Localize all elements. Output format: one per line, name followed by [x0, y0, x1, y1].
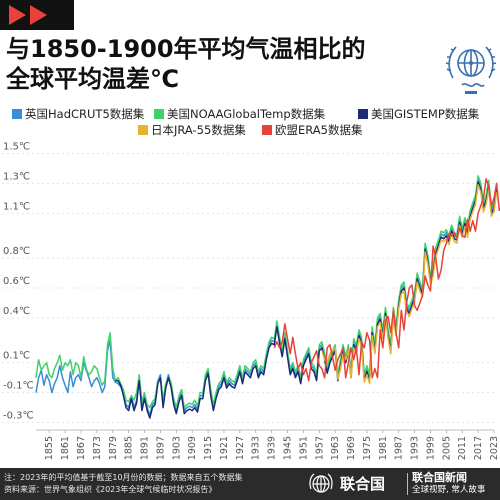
x-tick-label: 1879 — [108, 436, 119, 460]
legend-swatch-hadcrut5 — [12, 109, 22, 119]
x-tick-label: 1993 — [410, 436, 421, 460]
footer-note: 注：2023年的平均值基于截至10月份的数据；数据来自五个数据集 — [4, 473, 243, 482]
x-tick-label: 2017 — [473, 436, 484, 460]
x-tick-label: 2005 — [441, 436, 452, 460]
legend-label-noaaglobaltemp: 美国NOAAGlobalTemp数据集 — [167, 107, 326, 121]
x-tick-label: 1999 — [425, 436, 436, 460]
chart-gridlines — [2, 153, 494, 423]
chart-title: 与1850-1900年平均气温相比的 全球平均温差℃ — [6, 34, 426, 94]
x-tick-label: 1921 — [219, 436, 230, 460]
x-tick-label: 1957 — [314, 436, 325, 460]
series-line-noaaglobaltemp — [35, 175, 498, 409]
x-axis: 1855 1861 1867 1873 1879 1885 1891 1897 1903 1909… — [36, 429, 500, 460]
x-tick-label: 1909 — [187, 436, 198, 460]
footer: 注：2023年的平均值基于截至10月份的数据；数据来自五个数据集 资料来源：世界… — [0, 468, 500, 500]
legend-label-gistemp: 美国GISTEMP数据集 — [371, 107, 480, 121]
series-line-gistemp — [115, 181, 498, 419]
legend-swatch-gistemp — [358, 109, 368, 119]
x-tick-label: 1897 — [155, 436, 166, 460]
legend-swatch-jra55 — [138, 125, 148, 135]
x-tick-label: 1981 — [378, 436, 389, 460]
x-tick-label: 1987 — [394, 436, 405, 460]
legend-swatch-noaaglobaltemp — [154, 109, 164, 119]
legend-label-jra55: 日本JRA-55数据集 — [151, 123, 246, 137]
x-tick-label: 1963 — [330, 436, 341, 460]
x-tick-label: 1903 — [171, 436, 182, 460]
legend-swatch-era5 — [262, 125, 272, 135]
x-tick-label: 1939 — [267, 436, 278, 460]
chart-series — [35, 175, 500, 419]
x-tick-label: 1855 — [44, 436, 55, 460]
y-tick-label: 0.8℃ — [3, 246, 30, 257]
un-emblem-icon — [309, 473, 333, 493]
title-line-2: 全球平均温差℃ — [6, 65, 180, 93]
x-tick-label: 1975 — [362, 436, 373, 460]
series-line-era5 — [273, 178, 500, 382]
x-tick-label: 1867 — [76, 436, 87, 460]
x-tick-label: 1885 — [124, 436, 135, 460]
series-line-jra55 — [321, 184, 498, 385]
x-tick-label: 2023 — [489, 436, 500, 460]
un-name-label: 联合国 — [340, 475, 386, 493]
title-line-1: 与1850-1900年平均气温相比的 — [6, 35, 366, 63]
x-tick-label: 1951 — [298, 436, 309, 460]
y-tick-label: 0.1℃ — [3, 351, 30, 362]
y-tick-label: 0.6℃ — [3, 276, 30, 287]
x-tick-label: 1861 — [60, 436, 71, 460]
x-tick-label: 1873 — [92, 436, 103, 460]
temperature-line-chart: 1.5℃ 1.3℃ 1.1℃ 0.8℃ 0.6℃ 0.4℃ 0.1℃ -0.1℃ -0.3℃ 1… — [2, 141, 500, 460]
y-tick-label: -0.3℃ — [3, 411, 34, 422]
x-tick-label: 1927 — [235, 436, 246, 460]
x-tick-label: 1945 — [283, 436, 294, 460]
y-tick-label: 1.1℃ — [3, 201, 30, 212]
y-axis: 1.5℃ 1.3℃ 1.1℃ 0.8℃ 0.6℃ 0.4℃ 0.1℃ -0.1℃ -0.3℃ — [3, 141, 34, 421]
x-tick-label: 1891 — [140, 436, 151, 460]
un-news-brand: 联合国新闻 — [412, 471, 467, 484]
y-tick-label: 1.5℃ — [3, 141, 30, 152]
y-tick-label: -0.1℃ — [3, 381, 34, 392]
footer-source: 资料来源：世界气象组织《2023年全球气候临时状况报告》 — [4, 485, 217, 494]
footer-divider — [407, 473, 408, 495]
legend-label-hadcrut5: 英国HadCRUT5数据集 — [25, 107, 145, 121]
y-tick-label: 0.4℃ — [3, 306, 30, 317]
x-tick-label: 2011 — [457, 436, 468, 460]
x-tick-label: 1933 — [251, 436, 262, 460]
wmo-emblem-icon — [445, 46, 497, 94]
un-news-slogan: 全球视野, 常人故事 — [412, 485, 486, 495]
double-arrow-icon — [9, 5, 47, 25]
header-banner — [0, 0, 74, 30]
chart-legend: 英国HadCRUT5数据集 美国NOAAGlobalTemp数据集 美国GIST… — [4, 106, 479, 140]
x-tick-label: 1915 — [203, 436, 214, 460]
x-tick-label: 1969 — [346, 436, 357, 460]
y-tick-label: 1.3℃ — [3, 171, 30, 182]
legend-label-era5: 欧盟ERA5数据集 — [275, 123, 363, 137]
